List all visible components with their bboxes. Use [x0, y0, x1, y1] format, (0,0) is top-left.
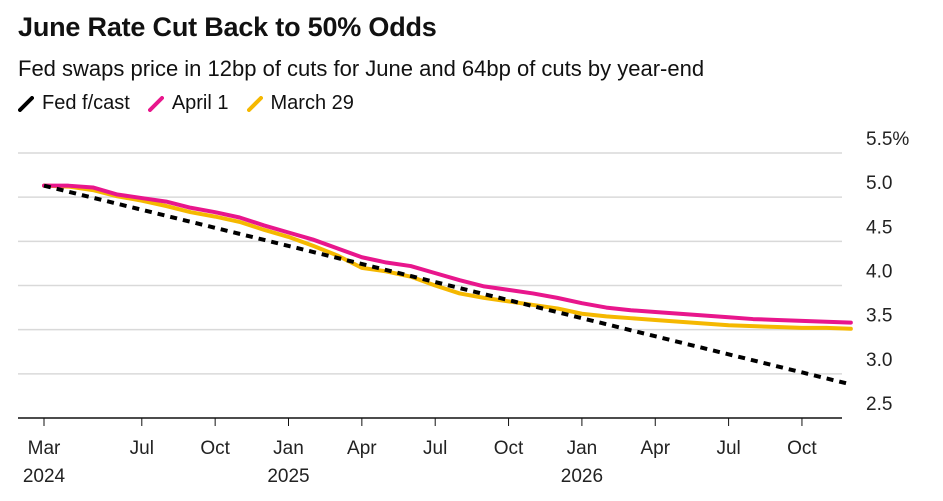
gridlines: [18, 152, 842, 375]
y-tick-label: 2.5: [866, 394, 892, 415]
y-tick-label: 4.5: [866, 217, 892, 238]
legend-swatch-april-1-icon: [147, 95, 164, 112]
series-line-fed-f-cast: [43, 183, 852, 387]
x-tick-year-label: 2024: [23, 466, 66, 487]
x-tick-label: Mar: [28, 438, 61, 459]
y-tick-label: 4.0: [866, 262, 892, 283]
x-tick-label: Oct: [494, 438, 524, 459]
chart-title: June Rate Cut Back to 50% Odds: [18, 12, 437, 42]
y-tick-label: 5.0: [866, 173, 892, 194]
x-tick-label: Apr: [640, 438, 670, 459]
x-tick-label: Oct: [787, 438, 817, 459]
series-line-april-1: [42, 183, 853, 325]
x-tick-label: Jan: [273, 438, 304, 459]
legend-label: Fed f/cast: [42, 92, 130, 114]
legend-swatch-march-29-icon: [246, 95, 263, 112]
x-tick-label: Apr: [347, 438, 377, 459]
x-tick-label: Jul: [130, 438, 154, 459]
y-tick-label: 5.5%: [866, 129, 909, 150]
legend-label: April 1: [171, 92, 229, 114]
x-tick-year-label: 2026: [561, 466, 603, 487]
x-tick-label: Jan: [567, 438, 598, 459]
x-tick-year-label: 2025: [267, 466, 309, 487]
series-line-march-29: [42, 183, 853, 331]
x-tick-label: Jul: [716, 438, 740, 459]
x-axis: Mar 2024 Jul Oct Jan 2025 Apr Jul Oct Jan 2026 Apr J…: [18, 417, 842, 487]
y-tick-label: 3.0: [866, 350, 892, 371]
legend: Fed f/cast April 1 March 29: [18, 92, 354, 115]
legend-item-april-1: April 1: [147, 92, 229, 115]
legend-swatch-fed-forecast-icon: [18, 95, 34, 112]
legend-item-march-29: March 29: [246, 92, 354, 115]
legend-label: March 29: [270, 92, 354, 114]
chart-subtitle: Fed swaps price in 12bp of cuts for June…: [18, 56, 705, 81]
y-axis: 5.5% 5.0 4.5 4.0 3.5 3.0 2.5: [866, 129, 909, 415]
legend-item-fed-forecast: Fed f/cast: [18, 92, 130, 115]
x-tick-label: Oct: [200, 438, 230, 459]
x-tick-label: Jul: [423, 438, 447, 459]
y-tick-label: 3.5: [866, 306, 892, 327]
series-lines: [42, 183, 853, 387]
